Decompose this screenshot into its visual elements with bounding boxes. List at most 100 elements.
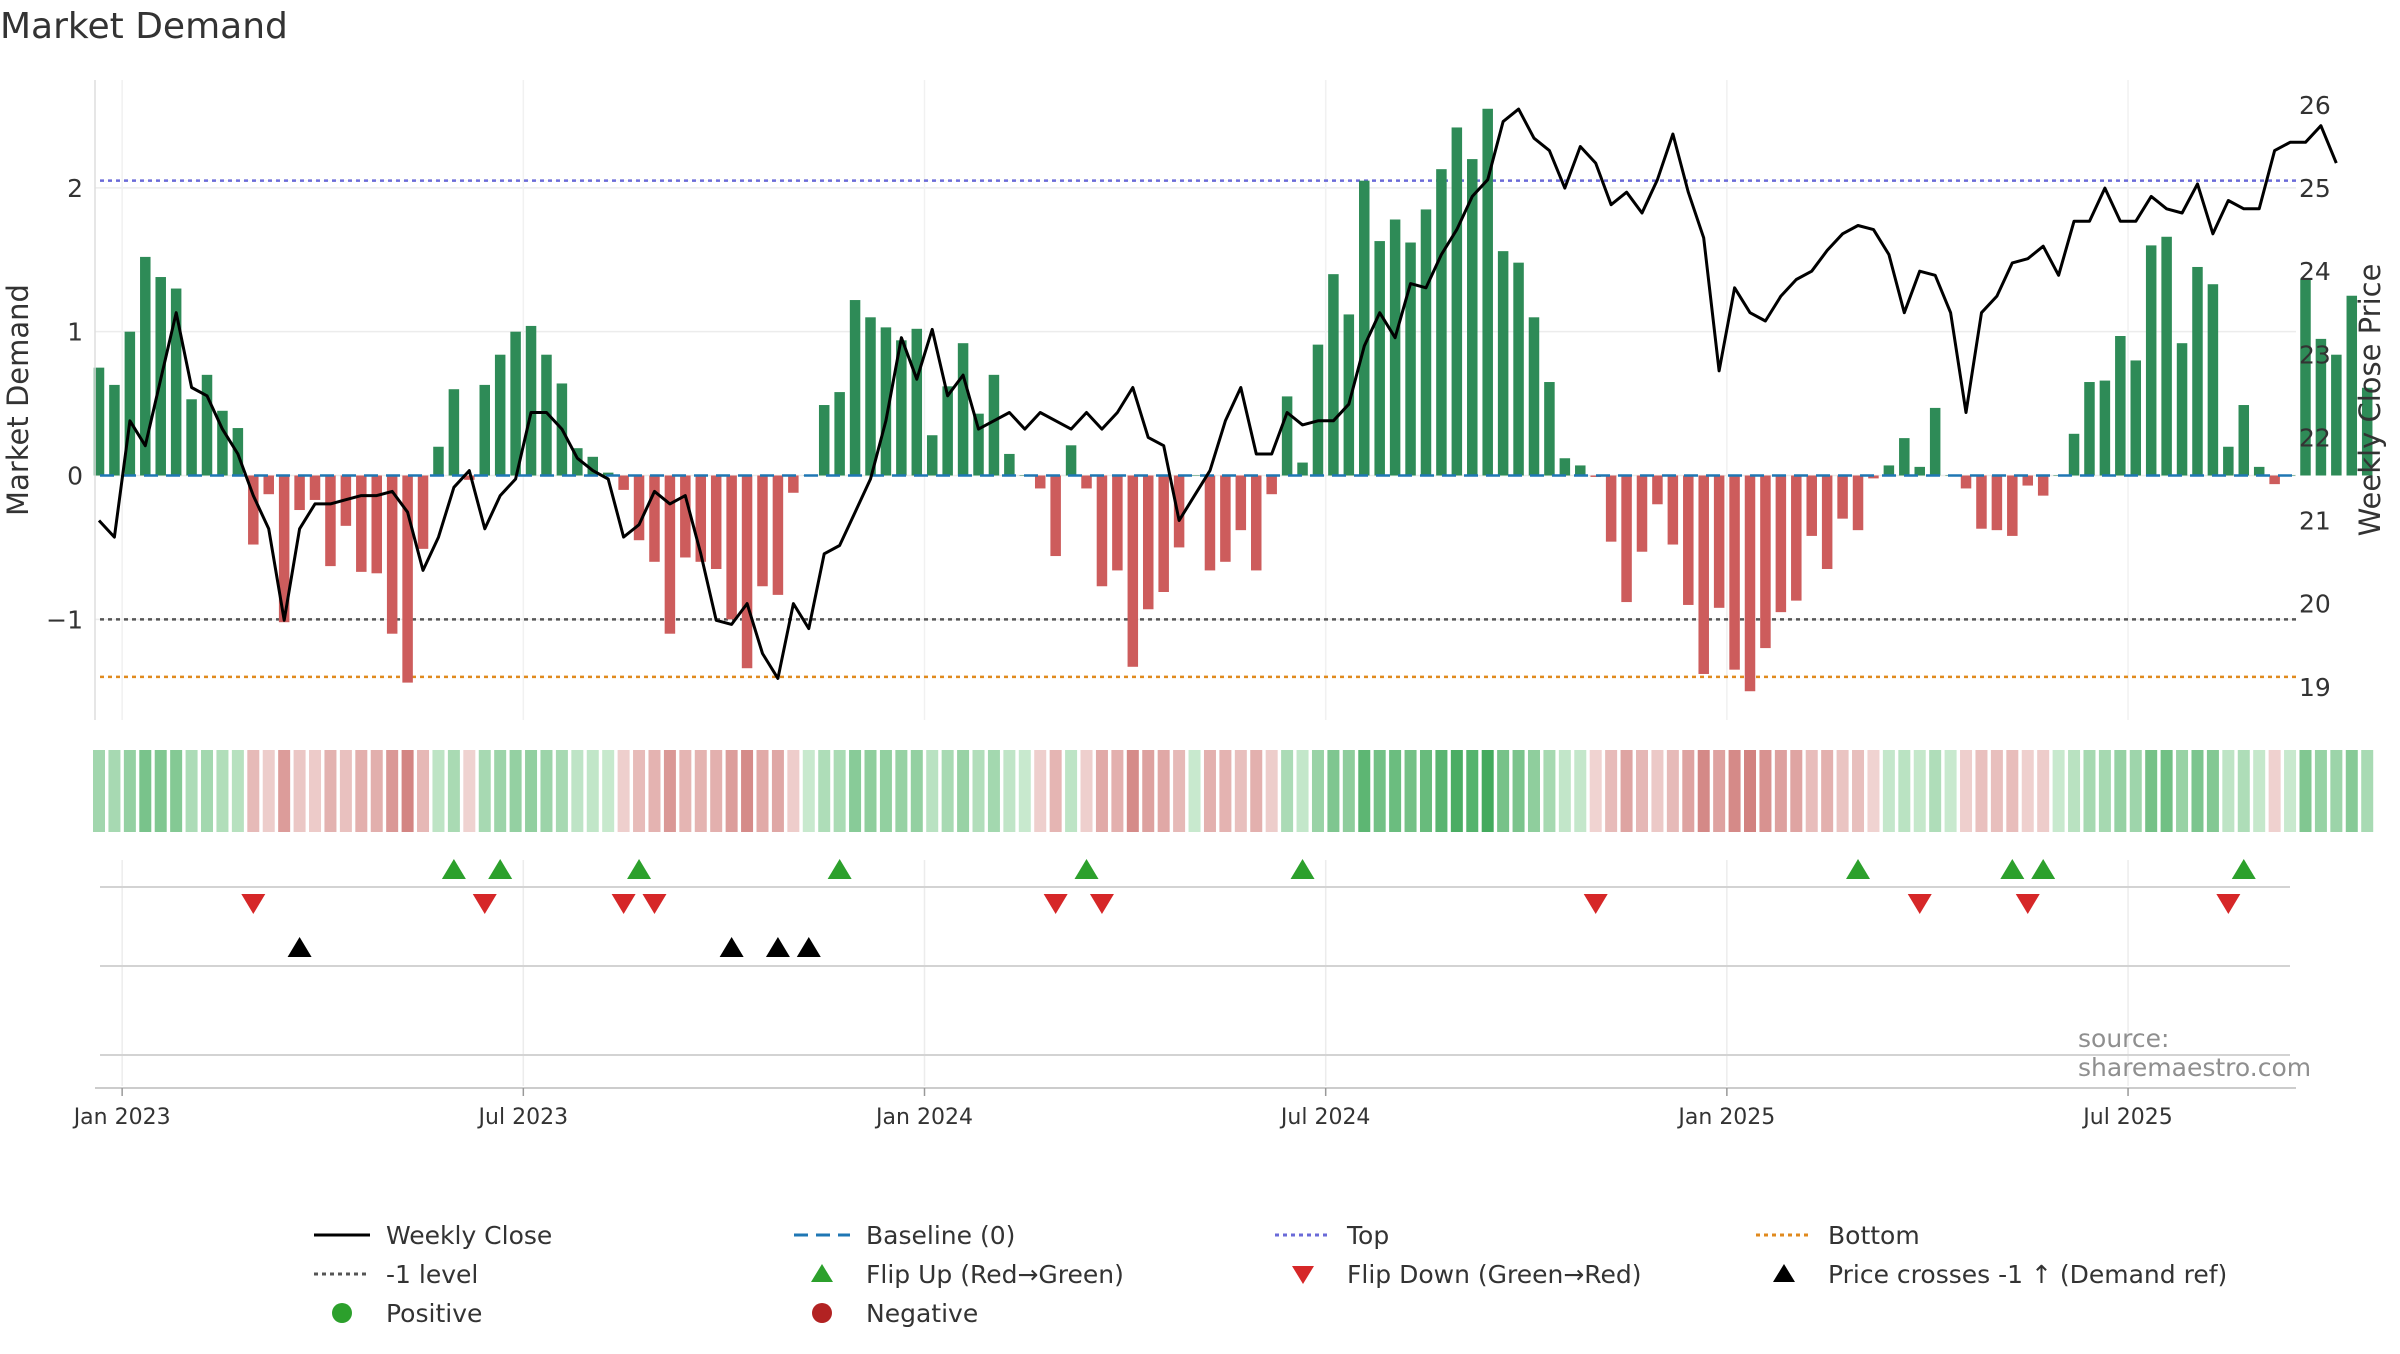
positive-demand-bar [926, 435, 938, 476]
heat-cell [2037, 750, 2050, 832]
heat-cell [1944, 750, 1957, 832]
flip-up-marker [2031, 859, 2056, 879]
source-credit: source: sharemaestro.com [2078, 1024, 2312, 1082]
heat-cell [1003, 750, 1016, 832]
positive-demand-bar [942, 386, 953, 476]
positive-demand-bar [1929, 407, 1941, 476]
heat-cell [1034, 750, 1047, 832]
negative-demand-bar [1112, 475, 1123, 571]
heat-cell [1481, 750, 1494, 832]
heat-cell [1389, 750, 1402, 832]
negative-demand-bar [1652, 475, 1663, 505]
negative-demand-bar [1081, 475, 1092, 489]
positive-demand-bar [2315, 338, 2327, 476]
heat-cell [910, 750, 923, 832]
negative-demand-bar [1127, 475, 1139, 667]
flip-up-marker [1074, 859, 1099, 879]
positive-demand-bar [973, 413, 984, 476]
positive-demand-bar [988, 374, 1000, 476]
heat-cell [1790, 750, 1803, 832]
negative-demand-bar [1204, 475, 1216, 571]
positive-demand-bar [448, 389, 460, 476]
negative-demand-bar [2022, 475, 2033, 486]
heat-cell [432, 750, 445, 832]
heat-cell [2068, 750, 2081, 832]
y-tick-label: 1 [67, 318, 83, 347]
positive-demand-bar [2223, 446, 2234, 476]
negative-demand-bar [695, 475, 707, 562]
heat-cell [1203, 750, 1216, 832]
heat-cell [2314, 750, 2327, 832]
demand-bars [93, 108, 2373, 692]
heat-cell [139, 750, 152, 832]
heat-cell [1852, 750, 1865, 832]
negative-demand-bar [1096, 475, 1108, 587]
negative-demand-bar [1775, 475, 1787, 613]
heat-cell [2176, 750, 2189, 832]
price-line-layer [97, 107, 2338, 680]
positive-demand-bar [124, 331, 136, 476]
heat-cell [2145, 750, 2158, 832]
y2-tick-label: 24 [2299, 257, 2331, 286]
flip-down-marker [1089, 894, 1114, 914]
negative-demand-bar [1760, 475, 1771, 649]
negative-demand-bar [1729, 475, 1740, 670]
heat-cell [1990, 750, 2003, 832]
positive-demand-bar [602, 472, 614, 476]
heat-cell [216, 750, 229, 832]
negative-demand-bar [1605, 475, 1617, 542]
grid-layer [95, 80, 2296, 1086]
negative-demand-bar [1235, 475, 1247, 531]
heat-cell [386, 750, 399, 832]
x-tick-label: Jan 2024 [874, 1105, 973, 1130]
x-tick-label: Jan 2023 [72, 1105, 171, 1130]
negative-demand-bar [1713, 475, 1725, 608]
heat-cell [802, 750, 815, 832]
positive-demand-bar [1914, 466, 1925, 476]
flip-down-marker [241, 894, 266, 914]
heat-cell [972, 750, 985, 832]
negative-demand-bar [618, 475, 629, 490]
heat-cell [586, 750, 599, 832]
chart-title: Market Demand [0, 6, 288, 47]
positive-demand-bar [170, 288, 182, 476]
y2-tick-label: 22 [2299, 423, 2331, 452]
heat-cell [1234, 750, 1247, 832]
heat-cell [1805, 750, 1818, 832]
heat-cell [1574, 750, 1587, 832]
positive-demand-bar [1451, 127, 1463, 476]
heat-cell [324, 750, 337, 832]
heat-cell [1157, 750, 1170, 832]
positive-demand-bar [2238, 405, 2250, 476]
heat-cell [154, 750, 167, 832]
positive-demand-bar [1513, 262, 1524, 476]
negative-demand-bar [741, 475, 753, 669]
heat-cell [710, 750, 723, 832]
negative-demand-bar [633, 475, 645, 541]
heat-cell [278, 750, 291, 832]
positive-demand-bar [1189, 475, 1200, 477]
x-tick-label: Jul 2023 [477, 1105, 569, 1130]
heat-cell [2083, 750, 2096, 832]
y2-axis-title: Weekly Close Price [2353, 264, 2387, 537]
heat-cell [2006, 750, 2019, 832]
positive-demand-bar [525, 325, 537, 476]
positive-demand-bar [494, 354, 506, 476]
heat-cell [2284, 750, 2297, 832]
positive-demand-bar [865, 317, 876, 476]
heat-cell [1342, 750, 1355, 832]
negative-demand-bar [1590, 475, 1601, 477]
heat-cell [1960, 750, 1973, 832]
positive-demand-bar [1883, 465, 1895, 476]
heat-cell [447, 750, 460, 832]
positive-demand-bar [818, 405, 830, 476]
heat-cell [525, 750, 538, 832]
negative-demand-bar [1158, 475, 1169, 592]
negative-demand-bar [1667, 475, 1679, 545]
heat-cell [201, 750, 214, 832]
y2-tick-label: 23 [2299, 340, 2331, 369]
y-tick-label: −1 [46, 605, 83, 634]
heat-cell [1975, 750, 1988, 832]
flip-up-marker [1846, 859, 1871, 879]
